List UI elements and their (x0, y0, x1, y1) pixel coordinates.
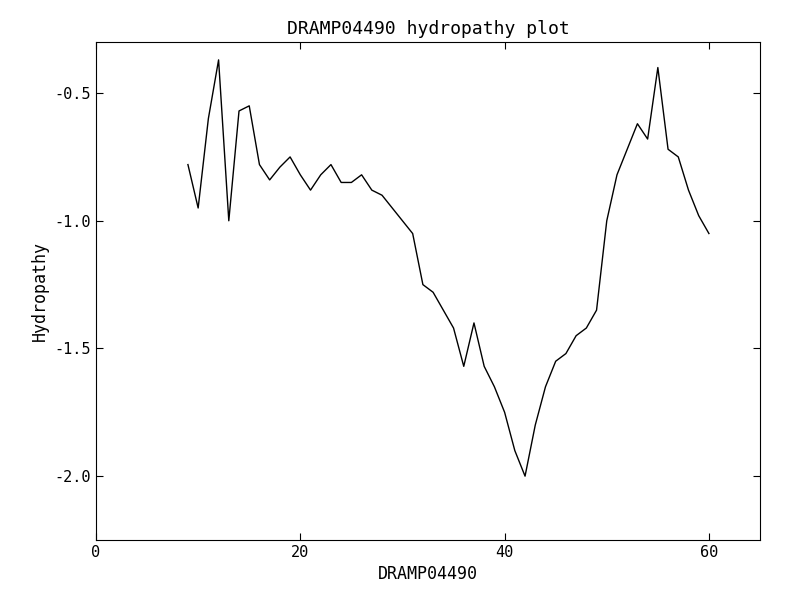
Y-axis label: Hydropathy: Hydropathy (31, 241, 49, 341)
X-axis label: DRAMP04490: DRAMP04490 (378, 565, 478, 583)
Title: DRAMP04490 hydropathy plot: DRAMP04490 hydropathy plot (286, 20, 570, 38)
